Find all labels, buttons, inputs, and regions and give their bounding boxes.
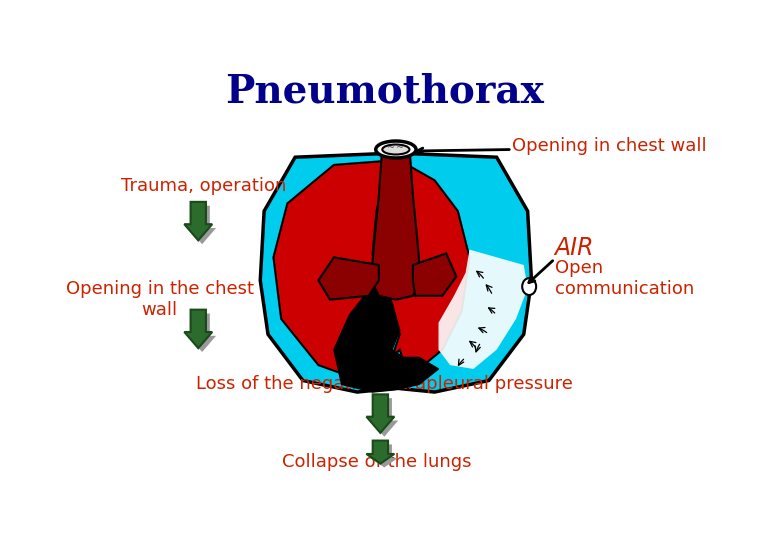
Text: Collapse of the lungs: Collapse of the lungs bbox=[282, 453, 471, 471]
Polygon shape bbox=[367, 441, 395, 464]
Polygon shape bbox=[184, 202, 212, 240]
Polygon shape bbox=[188, 314, 216, 352]
Text: Opening in chest wall: Opening in chest wall bbox=[512, 137, 707, 154]
Polygon shape bbox=[413, 253, 456, 296]
Polygon shape bbox=[438, 249, 527, 369]
Text: Open
communication: Open communication bbox=[555, 259, 694, 298]
Polygon shape bbox=[318, 257, 379, 300]
Text: ~: ~ bbox=[396, 143, 405, 153]
Ellipse shape bbox=[522, 278, 536, 295]
Polygon shape bbox=[371, 151, 420, 300]
Text: AIR: AIR bbox=[555, 236, 594, 260]
Text: Trauma, operation: Trauma, operation bbox=[121, 178, 286, 195]
Polygon shape bbox=[381, 165, 470, 377]
Polygon shape bbox=[370, 444, 399, 468]
Polygon shape bbox=[367, 394, 395, 433]
Text: Pneumothorax: Pneumothorax bbox=[225, 73, 544, 111]
Polygon shape bbox=[274, 161, 392, 381]
Text: ~: ~ bbox=[387, 143, 395, 153]
Polygon shape bbox=[334, 276, 438, 392]
Ellipse shape bbox=[382, 145, 410, 154]
Ellipse shape bbox=[376, 141, 416, 158]
Polygon shape bbox=[370, 398, 399, 437]
Polygon shape bbox=[184, 309, 212, 348]
Text: Loss of the negative intrapleural pressure: Loss of the negative intrapleural pressu… bbox=[196, 375, 573, 393]
Text: Opening in the chest
wall: Opening in the chest wall bbox=[66, 280, 254, 319]
Polygon shape bbox=[261, 153, 531, 392]
Polygon shape bbox=[188, 206, 216, 244]
